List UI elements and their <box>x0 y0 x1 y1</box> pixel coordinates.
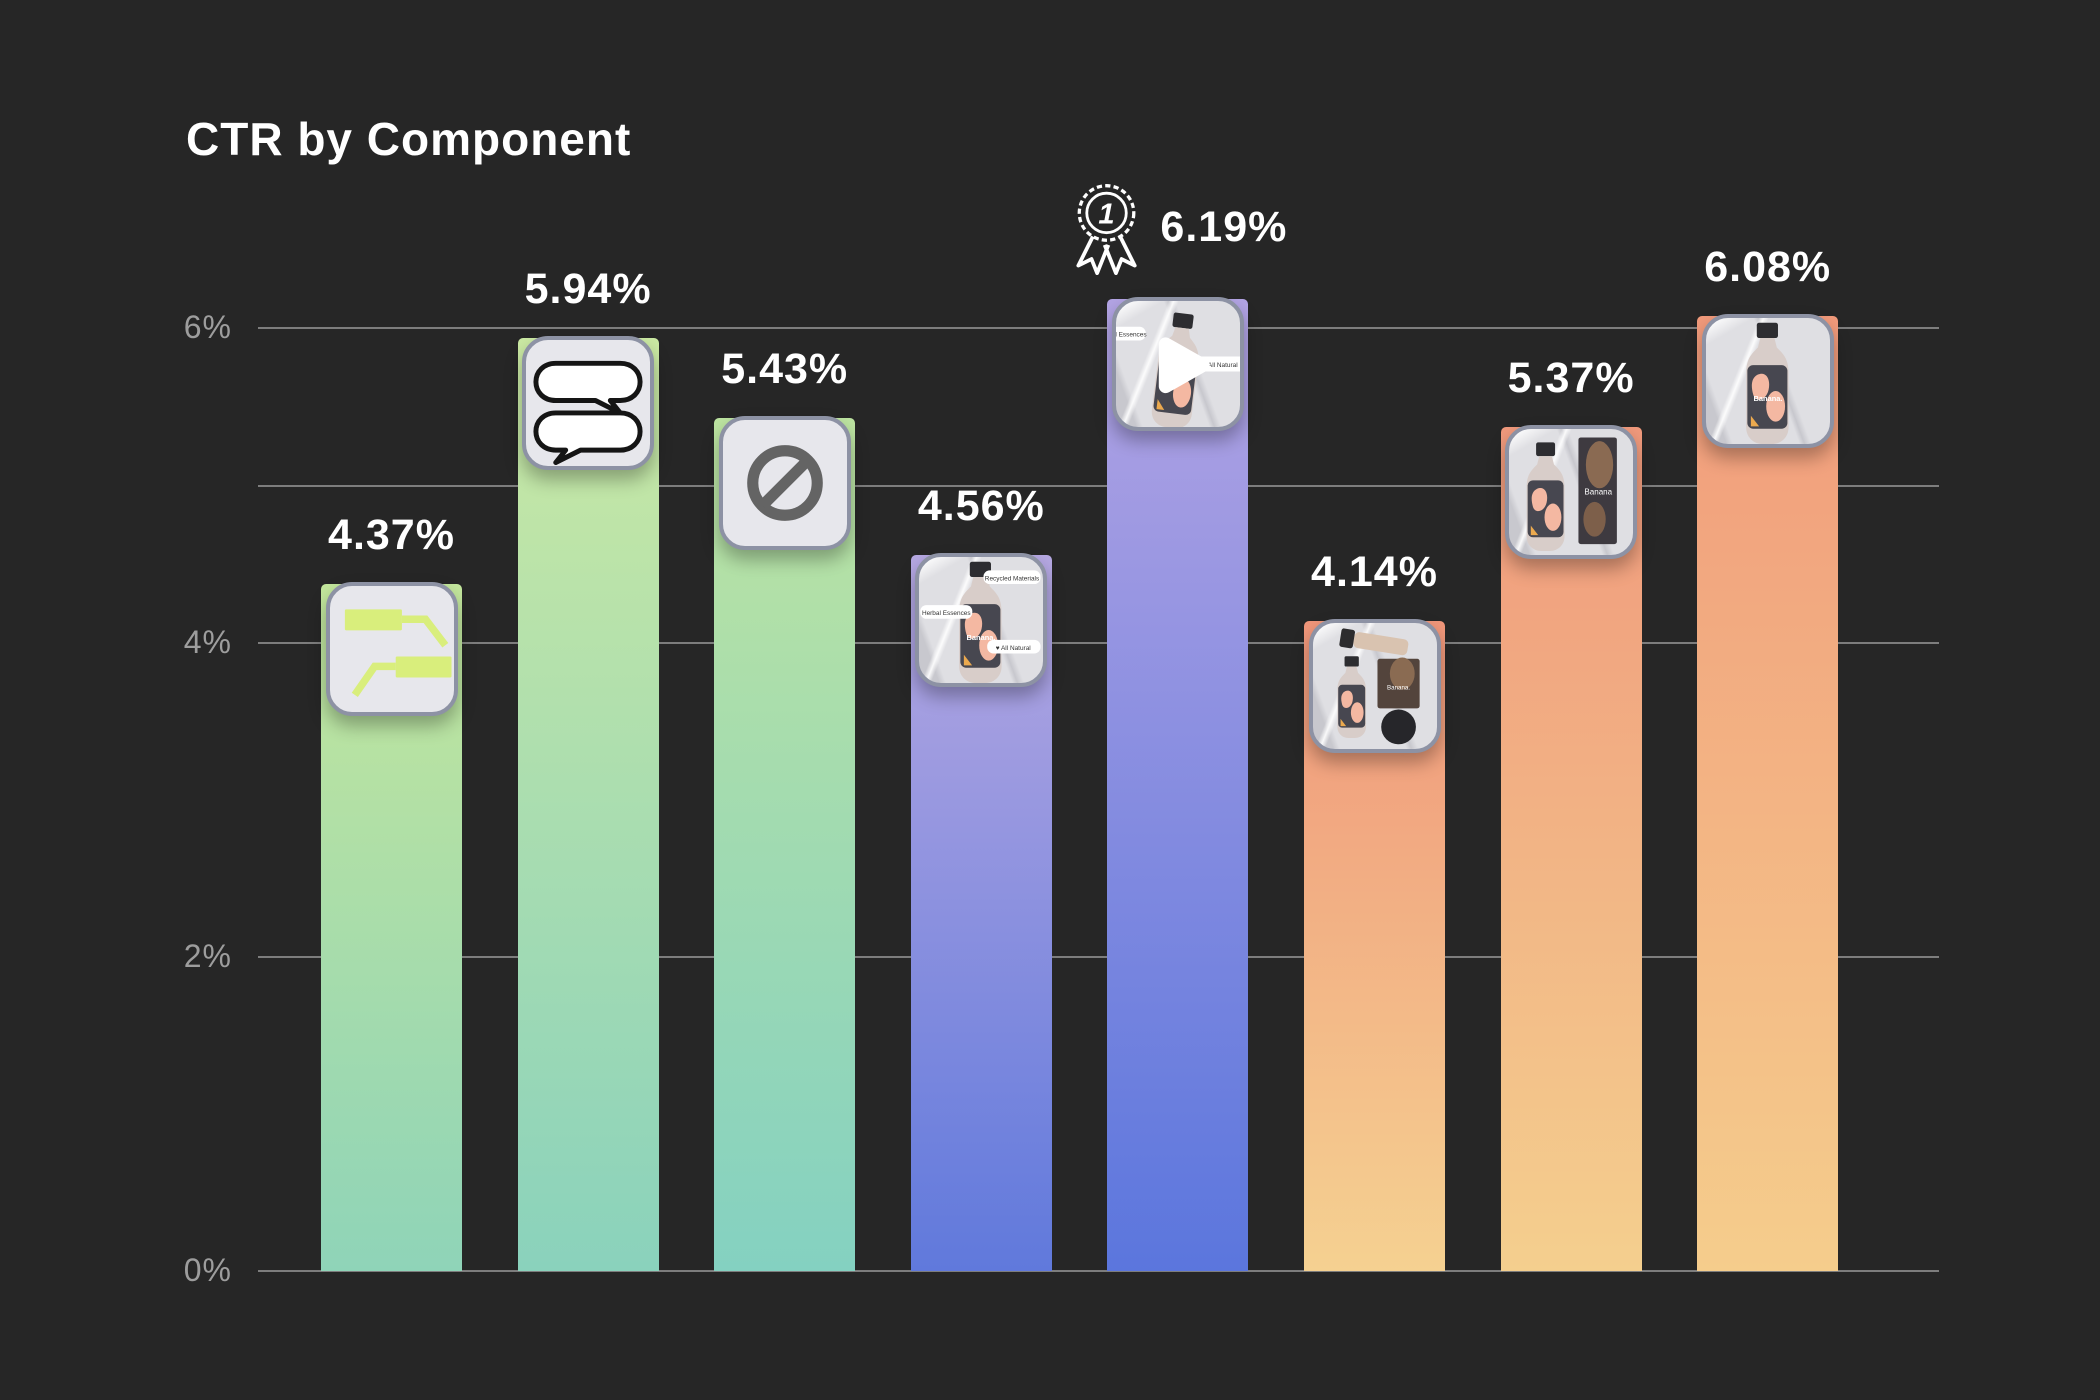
bar-group-bottle-and-box: Banana 5.37% <box>1500 0 1642 1400</box>
y-axis-tick-label: 4% <box>183 623 232 660</box>
bottle-icon: Banana. <box>1701 313 1834 448</box>
bar-bottle <box>1697 315 1839 1271</box>
bar-group-product-photo: Banana. Recycled Materials Herbal Essenc… <box>910 0 1052 1400</box>
y-axis-tick-label: 6% <box>183 309 232 346</box>
y-axis-tick-label: 2% <box>183 937 232 974</box>
callout-pill: ♥ All Natural <box>987 639 1041 654</box>
chat-bubbles-icon <box>522 335 655 470</box>
product-box: Banana. <box>1376 657 1420 708</box>
bar-group-flat-lay: Banana. 4.14% <box>1304 0 1445 1400</box>
bar-chat-bubbles <box>517 337 659 1271</box>
svg-text:Banana: Banana <box>1584 488 1612 497</box>
svg-text:Recycled Materials: Recycled Materials <box>985 575 1039 582</box>
svg-text:Herbal Essences: Herbal Essences <box>1116 331 1147 338</box>
compact-disc <box>1380 709 1416 744</box>
bar-group-chat-bubbles: 5.94% <box>517 0 659 1400</box>
svg-text:Herbal Essences: Herbal Essences <box>922 610 971 617</box>
video-thumbnail-icon: Herbal Essences ♥ All Natural <box>1111 296 1244 431</box>
svg-text:♥ All Natural: ♥ All Natural <box>1203 362 1238 369</box>
value-label: 4.37% <box>328 511 455 560</box>
bar-product-video <box>1107 298 1249 1271</box>
value-label: 5.37% <box>1507 354 1635 403</box>
product-photo-icon: Banana. Recycled Materials Herbal Essenc… <box>915 552 1048 687</box>
svg-text:Banana.: Banana. <box>1387 684 1410 691</box>
chart-title: CTR by Component <box>186 113 632 165</box>
callout-pill: Herbal Essences <box>1115 326 1147 340</box>
value-label: 4.56% <box>917 481 1045 530</box>
callout-pill: Herbal Essences <box>920 604 973 619</box>
bar-group-bottle: Banana. 6.08% <box>1697 0 1839 1400</box>
bottle-and-box-icon: Banana <box>1505 425 1638 560</box>
callout-tags-icon <box>325 582 458 717</box>
callout-pill: Recycled Materials <box>983 570 1041 584</box>
bar-bottle-and-box <box>1500 427 1642 1271</box>
y-axis-tick-label: 0% <box>183 1252 232 1288</box>
cosmetic-tube <box>1338 628 1408 655</box>
value-label: 5.94% <box>524 264 652 313</box>
gridline-4pct <box>258 641 1939 644</box>
value-label: 6.19% <box>1160 203 1288 252</box>
svg-text:♥ All Natural: ♥ All Natural <box>996 644 1031 651</box>
bar-group-callout-tags: 4.37% <box>321 0 462 1400</box>
play-icon <box>1158 336 1210 393</box>
prohibited-icon <box>718 415 851 550</box>
gridline-6pct <box>258 327 1939 330</box>
bar-group-product-video: Herbal Essences ♥ All Natural 1 6.19% <box>1076 0 1286 1400</box>
value-label: 5.43% <box>721 344 849 393</box>
bar-group-prohibited: 5.43% <box>714 0 856 1400</box>
rank-number: 1 <box>1098 198 1114 230</box>
gridline-5pct-reference <box>258 484 1939 487</box>
gridline-2pct <box>258 955 1939 958</box>
product-name-label: Banana. <box>1753 394 1782 403</box>
bar-prohibited <box>714 417 856 1271</box>
product-name-label: Banana. <box>967 632 996 641</box>
first-place-ribbon-icon: 1 <box>1076 183 1137 275</box>
value-label: 4.14% <box>1311 547 1438 596</box>
gridline-0pct-baseline <box>258 1270 1939 1272</box>
value-label: 6.08% <box>1704 242 1832 291</box>
flat-lay-icon: Banana. <box>1308 618 1441 753</box>
product-box: Banana <box>1578 437 1617 545</box>
